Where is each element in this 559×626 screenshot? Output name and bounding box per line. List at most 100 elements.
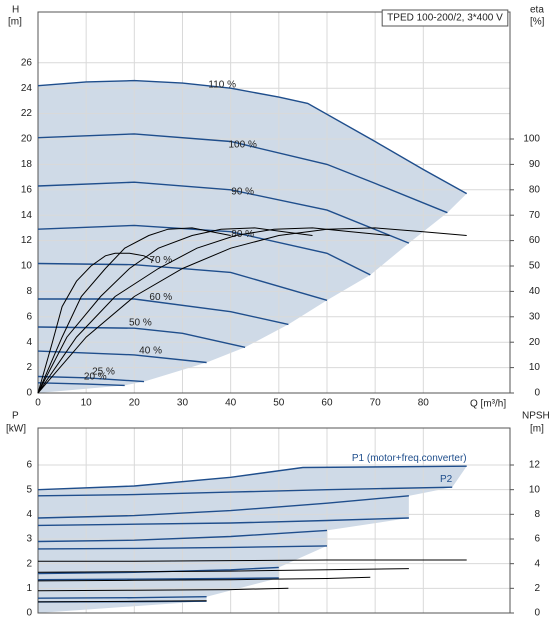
y2-tick-label: 2: [534, 583, 540, 594]
y-tick-label: 4: [26, 509, 32, 520]
plot-frame: [37, 427, 511, 614]
curve: [37, 465, 467, 491]
y2-label: eta: [530, 5, 544, 16]
y2-tick-label: 30: [529, 311, 541, 322]
x-tick-label: 20: [129, 398, 141, 409]
curve: [37, 227, 231, 394]
y-tick-label: 22: [21, 108, 33, 119]
x-tick-label: 60: [321, 398, 333, 409]
y-tick-label: 18: [21, 159, 33, 170]
y2-tick-label: 70: [529, 210, 541, 221]
curve-label: 20 %: [84, 371, 107, 382]
y-tick-label: 0: [26, 608, 32, 619]
y-unit: [m]: [8, 17, 22, 28]
curve-label: 90 %: [231, 187, 254, 198]
y-tick-label: 5: [26, 484, 32, 495]
curve-label: 70 %: [149, 255, 172, 266]
curve-label: P1 (motor+freq.converter): [352, 453, 467, 464]
y2-tick-label: 6: [534, 534, 540, 545]
y2-tick-label: 40: [529, 286, 541, 297]
y-tick-label: 4: [26, 337, 32, 348]
y2-tick-label: 100: [523, 134, 540, 145]
curve: [37, 587, 289, 592]
curve: [38, 298, 289, 326]
y2-tick-label: 10: [529, 484, 541, 495]
x-tick-label: 40: [225, 398, 237, 409]
y-label: P: [12, 411, 19, 422]
y-unit: [kW]: [6, 424, 26, 435]
y2-unit: [m]: [530, 424, 544, 435]
y-tick-label: 6: [26, 460, 32, 471]
curve-label: 100 %: [229, 140, 257, 151]
y2-tick-label: 4: [534, 558, 540, 569]
curve: [38, 559, 467, 562]
legend-box-text: TPED 100-200/2, 3*400 V: [387, 13, 503, 24]
y-tick-label: 12: [21, 235, 33, 246]
x-tick-label: 30: [177, 398, 189, 409]
y-tick-label: 24: [21, 83, 33, 94]
y-tick-label: 16: [21, 184, 33, 195]
curve: [37, 529, 328, 543]
y-tick-label: 26: [21, 57, 33, 68]
curve: [37, 252, 154, 394]
curve: [37, 495, 409, 519]
curve: [37, 227, 313, 394]
curve-label: 25 %: [92, 366, 115, 377]
curve-label: 110 %: [208, 79, 236, 90]
y2-tick-label: 80: [529, 184, 541, 195]
y-tick-label: 8: [26, 286, 32, 297]
y2-tick-label: 12: [529, 460, 541, 471]
y-tick-label: 3: [26, 534, 32, 545]
curve: [37, 486, 453, 497]
y-tick-label: 2: [26, 362, 32, 373]
y2-tick-label: 8: [534, 509, 540, 520]
x-tick-label: 80: [418, 398, 430, 409]
y2-tick-label: 20: [529, 337, 541, 348]
curve-label: 50 %: [129, 317, 152, 328]
curve: [37, 79, 468, 195]
x-tick-label: 70: [370, 398, 382, 409]
x-label: Q [m³/h]: [470, 399, 506, 410]
curve-label: 40 %: [139, 345, 162, 356]
curve: [37, 596, 207, 599]
legend-box: [381, 9, 509, 27]
x-tick-label: 0: [35, 398, 41, 409]
y-tick-label: 20: [21, 134, 33, 145]
y-tick-label: 6: [26, 311, 32, 322]
y-tick-label: 2: [26, 558, 32, 569]
curve-label: 60 %: [149, 292, 172, 303]
x-tick-label: 50: [273, 398, 285, 409]
y2-tick-label: 0: [534, 608, 540, 619]
curve: [37, 133, 448, 214]
y2-label: NPSH: [522, 411, 550, 422]
y2-tick-label: 90: [529, 159, 541, 170]
y2-tick-label: 10: [529, 362, 541, 373]
curve: [37, 350, 207, 364]
y-tick-label: 10: [21, 261, 33, 272]
curve: [37, 577, 279, 581]
curve: [37, 227, 390, 394]
y-label: H: [12, 5, 19, 16]
y-tick-label: 14: [21, 210, 33, 221]
curve-label: P2: [440, 474, 453, 485]
curve: [37, 227, 467, 394]
y2-tick-label: 60: [529, 235, 541, 246]
curve: [37, 224, 371, 276]
curve: [37, 375, 145, 383]
y2-tick-label: 0: [534, 388, 540, 399]
plot-frame: [37, 11, 511, 394]
y2-unit: [%]: [530, 17, 545, 28]
y2-tick-label: 50: [529, 261, 541, 272]
y-tick-label: 0: [26, 388, 32, 399]
curve: [37, 576, 371, 582]
curve: [37, 600, 207, 603]
curve: [37, 545, 328, 550]
y-tick-label: 1: [26, 583, 32, 594]
x-tick-label: 10: [81, 398, 93, 409]
curve: [37, 382, 125, 387]
operating-area: [38, 466, 467, 613]
curve: [37, 517, 409, 527]
curve: [37, 181, 410, 244]
curve: [37, 568, 409, 573]
